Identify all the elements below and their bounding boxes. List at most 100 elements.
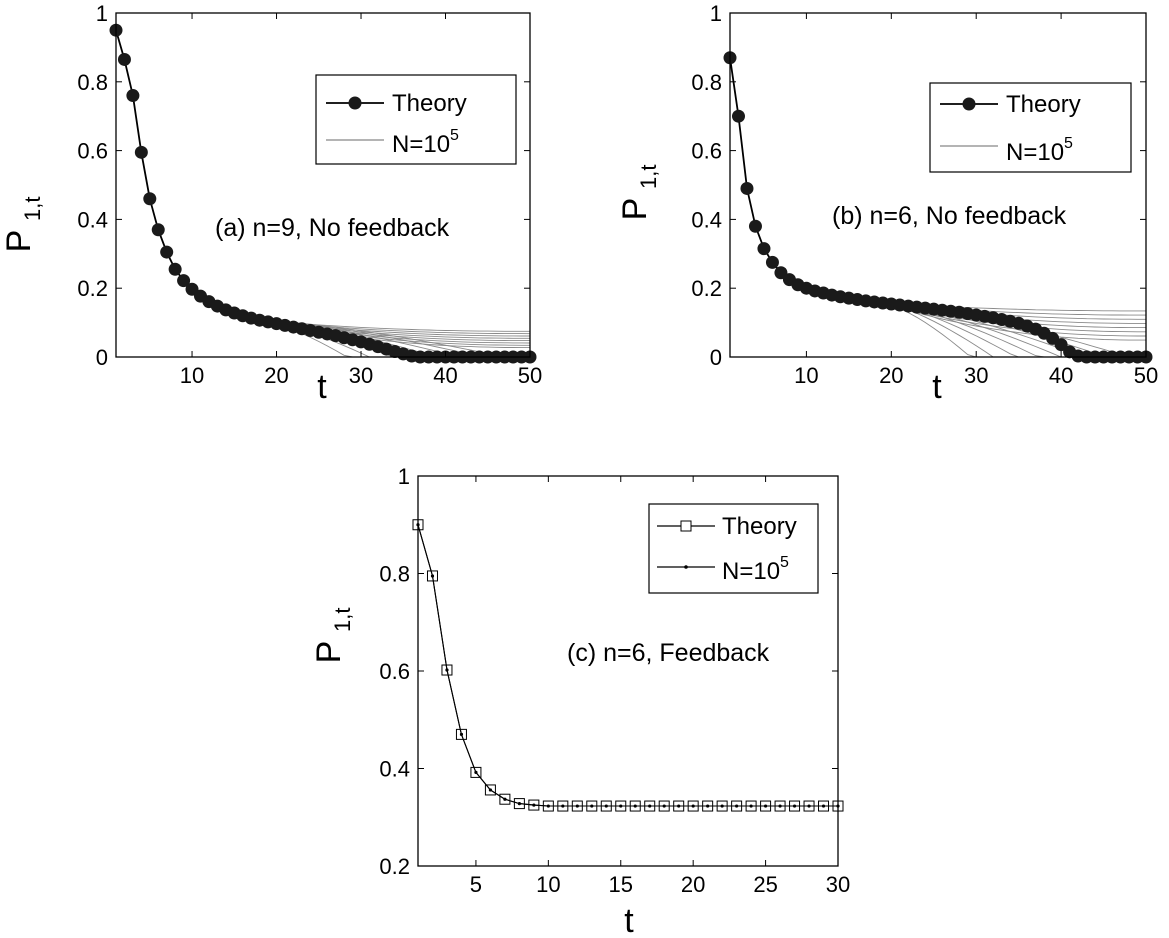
data-point-dot (474, 770, 478, 775)
x-tick-label: 50 (518, 363, 542, 388)
y-axis-label-main: P (616, 198, 654, 221)
legend-box (315, 74, 517, 165)
plot-frame (729, 12, 1147, 358)
x-tick-label: 20 (264, 363, 288, 388)
legend-sim-label-main: N=10 (722, 558, 780, 585)
x-axis-label: t (624, 902, 634, 938)
data-point (484, 784, 496, 796)
data-point (126, 89, 140, 103)
y-axis-label-subscript: 1,t (330, 608, 355, 632)
data-point-dot (691, 804, 695, 808)
panel-annotation: (a) n=9, No feedback (215, 214, 450, 242)
legend-theory-marker (680, 520, 692, 532)
y-axis-label: P 1,t (616, 165, 661, 221)
x-tick-label: 10 (536, 872, 560, 897)
legend-sim-label-main: N=10 (1006, 139, 1064, 166)
x-axis-label: t (932, 368, 942, 406)
data-point-dot (546, 804, 550, 808)
x-tick-label: 40 (433, 363, 457, 388)
y-tick-label: 0.4 (691, 207, 722, 232)
plot-frame (115, 12, 531, 358)
panel-annotation: (c) n=6, Feedback (567, 639, 770, 667)
axis-ticks: 5 10 15 20 25 30 0.2 0.4 0.6 0.8 1 (379, 464, 850, 897)
x-tick-label: 10 (180, 363, 204, 388)
y-tick-label: 0.4 (379, 757, 410, 782)
legend-sim-label-main: N=10 (392, 131, 450, 158)
panel-annotation: (b) n=6, No feedback (832, 202, 1067, 230)
y-tick-label: 0.2 (77, 276, 108, 301)
data-point (151, 223, 165, 237)
data-point-dot (503, 797, 507, 801)
data-point (748, 219, 762, 233)
x-axis-label: t (317, 368, 327, 406)
y-tick-label: 0 (710, 345, 722, 370)
data-point (455, 728, 467, 740)
x-tick-label: 15 (609, 872, 633, 897)
chart-panel-c: P 1,t t 5 10 15 20 25 30 0.2 0.4 0.6 0.8 1 Theory … (310, 464, 850, 938)
legend-box (648, 503, 819, 594)
y-axis-label-subscript: 1,t (636, 165, 661, 189)
legend-theory-marker (348, 96, 362, 110)
y-axis-label-main: P (0, 230, 38, 253)
axis-ticks: 10 20 30 40 50 0 0.2 0.4 0.6 0.8 1 (77, 1, 542, 388)
data-point-dot (430, 574, 435, 578)
data-point-dot (648, 804, 652, 808)
y-tick-label: 0.2 (379, 854, 410, 879)
y-tick-label: 1 (710, 1, 722, 26)
data-point (757, 242, 771, 256)
x-tick-label: 5 (470, 872, 482, 897)
data-point-dot (459, 732, 464, 736)
x-tick-label: 30 (349, 363, 373, 388)
y-tick-label: 0.6 (77, 139, 108, 164)
data-point (143, 192, 157, 206)
data-point-dot (561, 804, 565, 808)
data-point (168, 262, 182, 276)
legend-theory-label: Theory (392, 90, 467, 117)
data-point (731, 109, 745, 123)
data-point-dot (633, 804, 637, 808)
x-tick-label: 20 (681, 872, 705, 897)
y-tick-label: 0.6 (379, 659, 410, 684)
legend: Theory N=105 (648, 503, 819, 594)
data-point-dot (792, 804, 797, 808)
y-axis-label-main: P (310, 641, 348, 664)
legend-sim-marker (684, 565, 688, 569)
y-axis-label: P 1,t (310, 608, 355, 664)
data-point-dot (662, 804, 666, 808)
legend-theory-marker (962, 97, 976, 111)
y-tick-label: 0.8 (691, 70, 722, 95)
y-axis-label: P 1,t (0, 197, 45, 253)
data-point-dot (720, 804, 724, 808)
axis-ticks: 10 20 30 40 50 0 0.2 0.4 0.6 0.8 1 (691, 1, 1158, 388)
data-point-dot (445, 668, 449, 672)
theory-series (109, 23, 537, 364)
data-point-dot (590, 804, 594, 808)
y-tick-label: 1 (398, 464, 410, 489)
theory-series (412, 519, 844, 812)
data-point (499, 793, 511, 805)
data-point (134, 145, 148, 159)
y-axis-label-subscript: 1,t (20, 197, 45, 221)
data-point (160, 245, 174, 259)
data-point-dot (821, 804, 826, 808)
data-point (740, 181, 754, 195)
legend-sim-label-sup: 5 (780, 554, 789, 571)
data-point-dot (488, 788, 493, 792)
legend-sim-label: N=105 (722, 554, 789, 585)
legend-theory-label: Theory (722, 513, 797, 540)
legend: Theory N=105 (315, 74, 517, 165)
legend-sim-label-sup: 5 (1064, 135, 1073, 152)
chart-panel-b: P 1,t t 10 20 30 40 50 0 0.2 0.4 0.6 0.8 1 Theory … (616, 1, 1158, 406)
x-tick-label: 30 (826, 872, 850, 897)
series-line (417, 524, 838, 807)
data-point-dot (619, 804, 623, 808)
data-point-dot (532, 803, 536, 807)
data-point-dot (604, 804, 608, 808)
y-tick-label: 0 (96, 345, 108, 370)
chart-panel-a: P 1,t t 10 20 30 40 50 0 0.2 0.4 0.6 0.8 1 Theory … (0, 1, 542, 406)
y-tick-label: 0.6 (691, 139, 722, 164)
y-tick-label: 0.8 (379, 562, 410, 587)
data-point (426, 570, 438, 582)
y-tick-label: 0.2 (691, 276, 722, 301)
